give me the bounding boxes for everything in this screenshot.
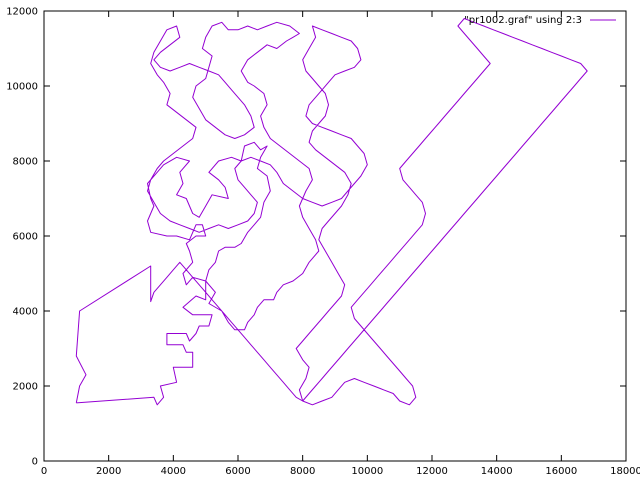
x-tick-label: 12000: [416, 466, 448, 477]
x-tick-label: 14000: [481, 466, 513, 477]
x-axis-ticks: 0 2000 4000 6000 8000 10000 12000 14000 16000 180…: [41, 11, 640, 477]
series-line: [76, 19, 587, 405]
x-tick-label: 4000: [161, 466, 186, 477]
y-tick-label: 8000: [13, 157, 38, 168]
x-tick-label: 0: [41, 466, 47, 477]
series-layer: [76, 19, 587, 405]
y-tick-label: 6000: [13, 232, 38, 243]
x-tick-label: 8000: [290, 466, 315, 477]
x-tick-label: 6000: [225, 466, 250, 477]
y-tick-label: 4000: [13, 307, 38, 318]
y-tick-label: 10000: [6, 82, 38, 93]
y-tick-label: 0: [32, 457, 38, 468]
y-tick-label: 2000: [13, 382, 38, 393]
y-tick-label: 12000: [6, 7, 38, 18]
x-tick-label: 2000: [96, 466, 121, 477]
y-axis-ticks: 0 2000 4000 6000 8000 10000 12000: [6, 7, 626, 468]
legend-label: "pr1002.graf" using 2:3: [464, 15, 582, 26]
x-tick-label: 18000: [610, 466, 640, 477]
legend: "pr1002.graf" using 2:3: [464, 15, 616, 26]
x-tick-label: 10000: [351, 466, 383, 477]
x-tick-label: 16000: [545, 466, 577, 477]
